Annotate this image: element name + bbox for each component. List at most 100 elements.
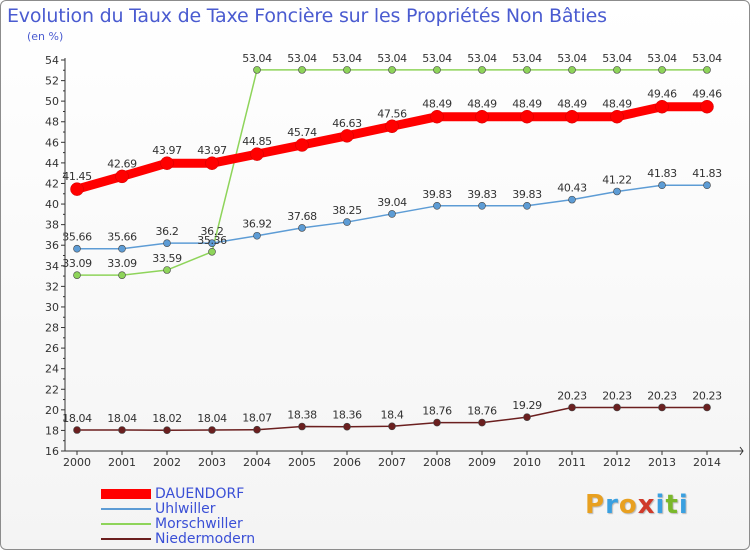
data-label-niedermodern: 18.76 (467, 405, 497, 418)
data-point-uhlwiller (433, 202, 441, 210)
data-label-dauendorf: 47.56 (377, 107, 407, 120)
data-point-niedermodern (298, 422, 306, 431)
y-tick-label: 24 (45, 363, 59, 376)
data-point-morschwiller (523, 66, 531, 74)
legend-swatch (101, 523, 151, 525)
logo-letter: o (618, 490, 638, 520)
data-point-uhlwiller (343, 218, 351, 226)
data-label-niedermodern: 18.04 (107, 412, 137, 425)
data-label-uhlwiller: 39.83 (467, 188, 497, 201)
legend-swatch (101, 489, 151, 499)
data-point-uhlwiller (253, 231, 261, 240)
data-label-uhlwiller: 41.83 (647, 167, 677, 180)
legend-swatch (101, 508, 151, 510)
legend-label: Uhlwiller (155, 501, 216, 517)
x-tick-label: 2013 (648, 456, 676, 469)
y-tick-label: 38 (45, 219, 59, 232)
data-point-morschwiller (73, 271, 81, 279)
y-tick-label: 34 (45, 260, 59, 273)
data-point-dauendorf (430, 109, 444, 124)
data-label-uhlwiller: 40.43 (557, 182, 587, 195)
y-tick-label: 36 (45, 239, 59, 252)
data-point-morschwiller (343, 66, 351, 74)
y-tick-label: 54 (45, 54, 59, 67)
x-tick-label: 2007 (378, 456, 406, 469)
data-label-niedermodern: 18.04 (197, 412, 227, 425)
data-point-morschwiller (208, 247, 216, 256)
data-label-dauendorf: 42.69 (107, 157, 137, 170)
y-tick-label: 30 (45, 301, 59, 314)
proxiti-logo: Proxiti (585, 490, 689, 520)
data-label-dauendorf: 48.49 (512, 98, 542, 111)
data-label-niedermodern: 18.36 (332, 409, 362, 422)
y-tick-label: 32 (45, 280, 59, 293)
data-label-morschwiller: 53.04 (287, 52, 317, 65)
data-point-morschwiller (568, 66, 576, 74)
data-point-niedermodern (703, 403, 711, 412)
data-label-niedermodern: 20.23 (602, 389, 632, 402)
data-point-uhlwiller (523, 202, 531, 210)
data-point-dauendorf (160, 156, 174, 170)
legend-label: Morschwiller (155, 516, 243, 532)
data-point-dauendorf (70, 182, 84, 196)
data-point-dauendorf (610, 109, 624, 124)
legend-label: DAUENDORF (155, 486, 245, 502)
data-point-dauendorf (295, 138, 309, 152)
data-point-morschwiller (298, 66, 306, 74)
data-label-morschwiller: 53.04 (602, 52, 632, 65)
x-tick-label: 2002 (153, 456, 181, 469)
data-point-niedermodern (613, 403, 621, 412)
y-tick-label: 28 (45, 322, 59, 335)
y-tick-label: 22 (45, 383, 59, 396)
data-point-niedermodern (343, 422, 351, 431)
chart-title: Evolution du Taux de Taxe Foncière sur l… (7, 5, 607, 27)
data-point-niedermodern (73, 426, 81, 434)
data-point-uhlwiller (73, 244, 81, 253)
data-label-uhlwiller: 36.2 (156, 225, 179, 238)
data-label-niedermodern: 18.76 (422, 405, 452, 418)
data-label-dauendorf: 43.97 (152, 144, 182, 157)
data-label-niedermodern: 18.4 (381, 408, 404, 421)
x-tick-label: 2012 (603, 456, 631, 469)
data-point-morschwiller (433, 66, 441, 74)
data-label-morschwiller: 53.04 (512, 52, 542, 65)
data-point-dauendorf (700, 99, 714, 114)
data-label-morschwiller: 53.04 (692, 52, 722, 65)
data-label-morschwiller: 33.09 (62, 257, 92, 270)
logo-letter: P (585, 490, 606, 520)
data-label-uhlwiller: 36.92 (242, 218, 272, 231)
data-label-uhlwiller: 38.25 (332, 204, 362, 217)
data-label-uhlwiller: 41.22 (602, 173, 632, 186)
data-point-dauendorf (655, 99, 669, 114)
data-label-dauendorf: 48.49 (467, 98, 497, 111)
data-label-morschwiller: 35.36 (197, 234, 227, 247)
data-point-uhlwiller (163, 239, 171, 247)
x-tick-label: 2011 (558, 456, 586, 469)
data-point-dauendorf (250, 147, 264, 161)
data-label-uhlwiller: 41.83 (692, 167, 722, 180)
data-label-niedermodern: 20.23 (647, 389, 677, 402)
legend-label: Niedermodern (155, 531, 256, 547)
y-tick-label: 16 (45, 445, 59, 458)
data-point-niedermodern (118, 426, 126, 434)
data-point-morschwiller (388, 66, 396, 74)
data-label-niedermodern: 18.04 (62, 412, 92, 425)
data-point-uhlwiller (658, 181, 666, 190)
data-point-morschwiller (703, 66, 711, 74)
x-tick-label: 2008 (423, 456, 451, 469)
x-tick-label: 2005 (288, 456, 316, 469)
data-label-dauendorf: 48.49 (557, 98, 587, 111)
data-point-uhlwiller (703, 181, 711, 190)
data-label-uhlwiller: 39.83 (422, 188, 452, 201)
x-tick-label: 2004 (243, 456, 271, 469)
logo-letter: t (665, 490, 679, 520)
data-label-uhlwiller: 37.68 (287, 210, 317, 223)
data-label-uhlwiller: 35.66 (107, 231, 137, 244)
data-label-morschwiller: 53.04 (467, 52, 497, 65)
y-tick-label: 18 (45, 424, 59, 437)
data-label-morschwiller: 53.04 (242, 52, 272, 65)
x-tick-label: 2009 (468, 456, 496, 469)
data-label-niedermodern: 18.38 (287, 409, 317, 422)
data-point-dauendorf (475, 109, 489, 124)
